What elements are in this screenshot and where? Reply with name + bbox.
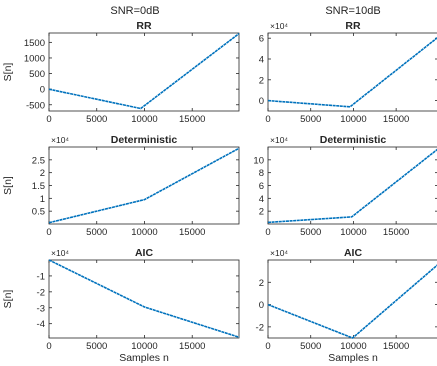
y-axis-label: S[n] (2, 176, 14, 195)
y-exponent-label: ×10⁴ (51, 248, 69, 258)
y-tick-label: 0 (259, 300, 264, 311)
subplot-4: Deterministic ×10⁴ 0 5000 10000 15000 2 4 6 8 10 (253, 134, 437, 238)
subplot-title: Deterministic (320, 134, 387, 146)
x-tick-label: 5000 (86, 227, 107, 238)
x-tick-label: 10000 (340, 227, 366, 238)
series-line (267, 264, 437, 339)
x-tick-label: 15000 (179, 341, 205, 352)
y-exponent-label: ×10⁴ (270, 248, 288, 258)
y-tick-label: 2 (40, 168, 45, 179)
x-tick-label: 5000 (86, 114, 107, 125)
y-exponent-label: ×10⁴ (270, 135, 288, 145)
x-tick-label: 10000 (340, 341, 366, 352)
x-tick-label: 5000 (300, 227, 321, 238)
column-title-snr-10db: SNR=10dB (325, 5, 380, 17)
series-line (48, 259, 240, 338)
y-tick-label: 2.5 (32, 155, 45, 166)
y-tick-label: 2 (259, 75, 264, 86)
axes-frame (267, 259, 437, 339)
axes-frame (48, 259, 240, 339)
x-tick-label: 0 (46, 114, 51, 125)
x-tick-label: 15000 (383, 341, 409, 352)
axes-frame (267, 32, 437, 112)
x-tick-label: 0 (265, 227, 270, 238)
y-tick-label: -2 (37, 287, 45, 298)
y-tick-label: 1000 (24, 53, 45, 64)
y-tick-label: 500 (29, 69, 45, 80)
x-tick-label: 5000 (300, 114, 321, 125)
x-tick-label: 5000 (300, 341, 321, 352)
y-tick-label: -500 (26, 100, 45, 111)
series-line (267, 148, 437, 224)
y-tick-label: 8 (259, 168, 264, 179)
series-line (267, 36, 437, 108)
x-tick-label: 10000 (340, 114, 366, 125)
y-axis-label: S[n] (2, 63, 14, 82)
x-tick-label: 10000 (131, 341, 157, 352)
x-tick-label: 15000 (179, 114, 205, 125)
y-tick-label: 10 (253, 155, 264, 166)
y-tick-label: 1.5 (32, 181, 45, 192)
x-tick-label: 15000 (383, 114, 409, 125)
x-tick-label: 0 (265, 341, 270, 352)
y-tick-label: 1500 (24, 38, 45, 49)
y-tick-label: 4 (259, 55, 264, 66)
subplot-title: AIC (344, 247, 363, 259)
axes-frame (267, 146, 437, 225)
subplot-5: AIC ×10⁴ 0 5000 10000 15000 -1 -2 -3 -4 S[n] Sample… (2, 247, 240, 364)
series-line (48, 32, 240, 110)
axes-frame (48, 146, 240, 225)
x-tick-label: 0 (46, 341, 51, 352)
subplot-title: RR (345, 20, 361, 32)
y-tick-label: -4 (37, 319, 45, 330)
y-tick-label: 4 (259, 194, 264, 205)
column-title-snr-0db: SNR=0dB (110, 5, 159, 17)
y-axis-label: S[n] (2, 290, 14, 309)
subplot-title: Deterministic (111, 134, 178, 146)
y-tick-label: -2 (256, 322, 264, 333)
x-tick-label: 5000 (86, 341, 107, 352)
x-tick-label: 10000 (131, 114, 157, 125)
subplot-title: AIC (135, 247, 154, 259)
x-tick-label: 0 (265, 114, 270, 125)
x-axis-label: Samples n (119, 352, 169, 364)
subplot-title: RR (136, 20, 152, 32)
x-tick-label: 15000 (179, 227, 205, 238)
y-tick-label: 2 (259, 278, 264, 289)
series-line (48, 147, 240, 224)
x-tick-label: 15000 (383, 227, 409, 238)
y-tick-label: 1 (40, 194, 45, 205)
subplot-2: RR ×10⁴ 0 5000 10000 15000 0 2 4 6 (259, 20, 437, 125)
x-axis-label: Samples n (328, 352, 378, 364)
y-tick-label: -3 (37, 303, 45, 314)
y-tick-label: 0.5 (32, 207, 45, 218)
y-tick-label: 6 (259, 34, 264, 45)
y-tick-label: 0 (259, 96, 264, 107)
y-tick-label: 6 (259, 181, 264, 192)
axes-frame (48, 32, 240, 112)
x-tick-label: 10000 (131, 227, 157, 238)
y-tick-label: 2 (259, 207, 264, 218)
y-tick-label: 0 (40, 85, 45, 96)
y-exponent-label: ×10⁴ (51, 135, 69, 145)
y-exponent-label: ×10⁴ (270, 21, 288, 31)
x-tick-label: 0 (46, 227, 51, 238)
subplot-3: Deterministic ×10⁴ 0 5000 10000 15000 0.5 1 1.5 2… (2, 134, 240, 238)
y-tick-label: -1 (37, 271, 45, 282)
